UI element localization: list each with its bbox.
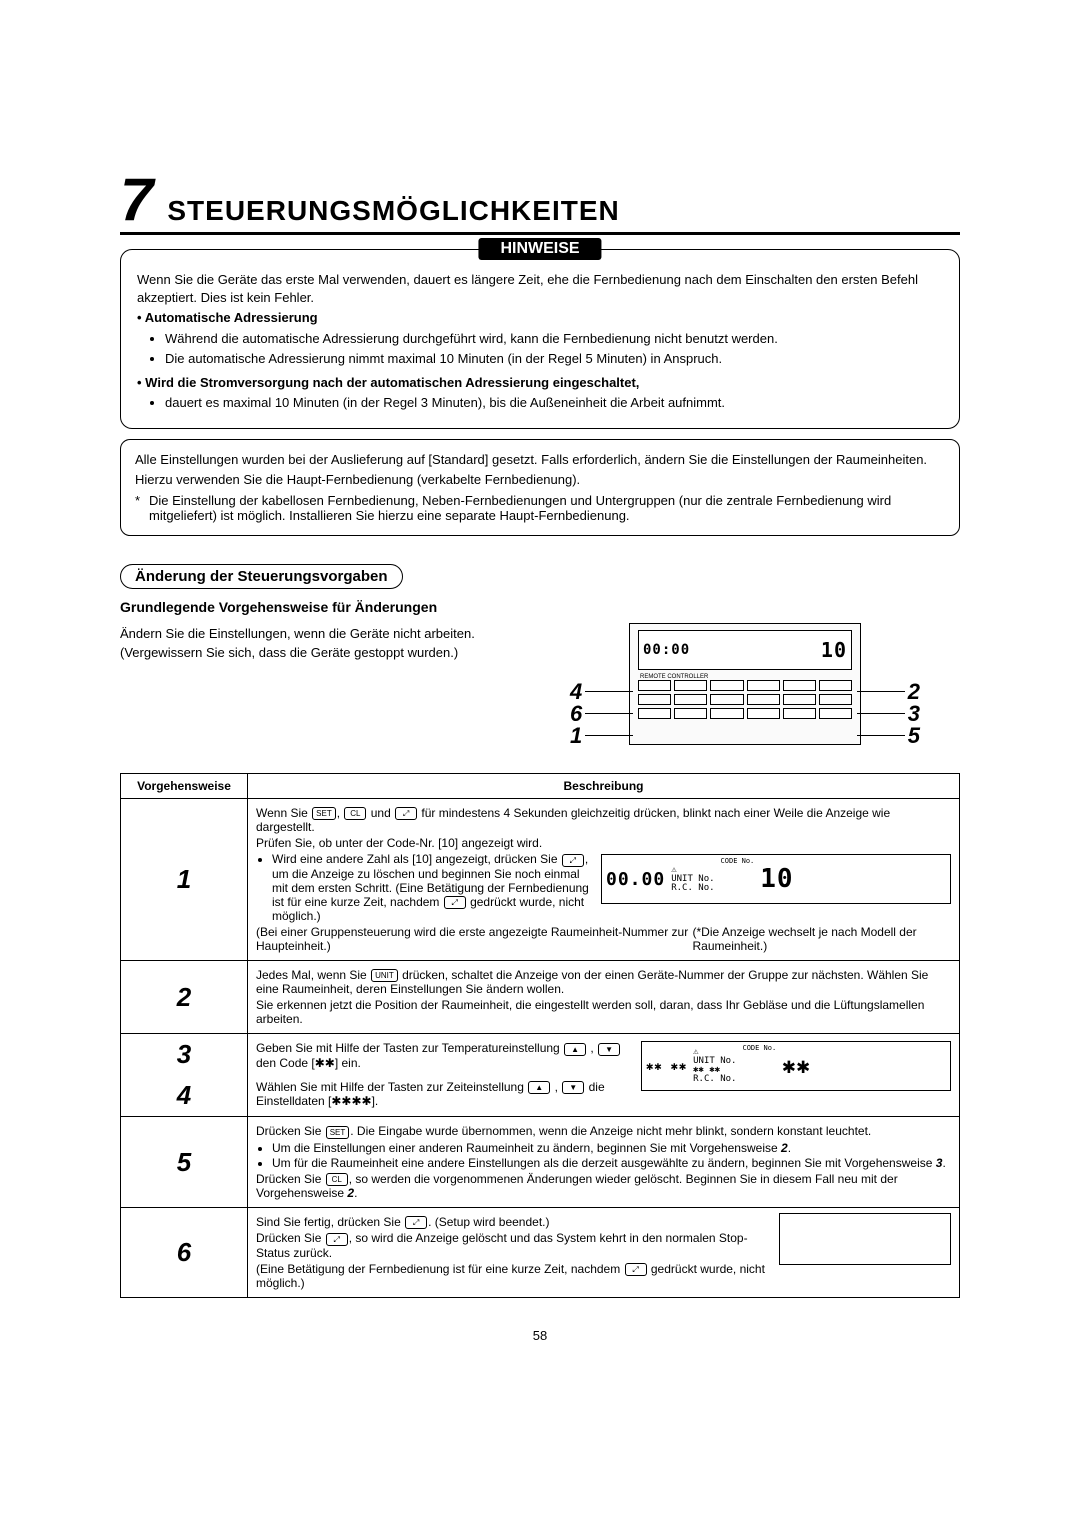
time-down-icon: ▼ xyxy=(562,1081,584,1094)
settings-note-box: Alle Einstellungen wurden bei der Auslie… xyxy=(120,439,960,536)
row5-desc: Drücken Sie SET. Die Eingabe wurde übern… xyxy=(248,1117,960,1208)
time-up-icon: ▲ xyxy=(528,1081,550,1094)
callout-5: 5 xyxy=(908,723,920,749)
chapter-heading: 7 STEUERUNGSMÖGLICHKEITEN xyxy=(120,170,960,235)
section-p2: (Vergewissern Sie sich, dass die Geräte … xyxy=(120,644,510,662)
callout-1: 1 xyxy=(570,723,582,749)
notice-b1-li1: Während die automatische Adressierung du… xyxy=(165,330,943,348)
row3-num: 3 xyxy=(121,1034,248,1076)
notice-b1-li2: Die automatische Adressierung nimmt maxi… xyxy=(165,350,943,368)
notice-box: HINWEISE Wenn Sie die Geräte das erste M… xyxy=(120,249,960,429)
page-number: 58 xyxy=(120,1328,960,1343)
set-icon: SET xyxy=(326,1126,350,1139)
remote-lcd-right: 10 xyxy=(821,638,847,662)
row2-num: 2 xyxy=(121,960,248,1033)
row1-lcd: 00.00 ⚠UNIT No.R.C. No. CODE No. 10 xyxy=(601,854,951,904)
row5-num: 5 xyxy=(121,1117,248,1208)
procedure-table: Vorgehensweise Beschreibung 1 Wenn Sie S… xyxy=(120,773,960,1298)
test-icon: ⤢ xyxy=(395,807,417,820)
row1-num: 1 xyxy=(121,798,248,960)
row6-num: 6 xyxy=(121,1207,248,1297)
down-icon: ▼ xyxy=(598,1043,620,1056)
notice-bullet1-list: Während die automatische Adressierung du… xyxy=(137,330,943,368)
test-icon: ⤢ xyxy=(326,1233,348,1246)
section-pill: Änderung der Steuerungsvorgaben xyxy=(120,564,403,589)
row6-desc: Sind Sie fertig, drücken Sie ⤢. (Setup w… xyxy=(248,1207,960,1297)
test-icon: ⤢ xyxy=(625,1263,647,1276)
unit-icon: UNIT xyxy=(371,969,398,982)
row6-blank-display xyxy=(779,1213,951,1265)
section-subhead: Grundlegende Vorgehensweise für Änderung… xyxy=(120,599,960,615)
notice-intro: Wenn Sie die Geräte das erste Mal verwen… xyxy=(137,271,943,306)
notice-bullet1-head: • Automatische Adressierung xyxy=(137,309,943,327)
row3-lcd: ✱✱ ✱✱ ⚠UNIT No.✱✱ ✱✱R.C. No. CODE No. ✱✱ xyxy=(641,1041,951,1091)
remote-diagram: 00:00 10 REMOTE CONTROLLER xyxy=(629,623,861,745)
row1-desc: Wenn Sie SET, CL und ⤢ für mindestens 4 … xyxy=(248,798,960,960)
row34-desc: ✱✱ ✱✱ ⚠UNIT No.✱✱ ✱✱R.C. No. CODE No. ✱✱… xyxy=(248,1034,960,1117)
up-icon: ▲ xyxy=(564,1043,586,1056)
test-icon: ⤢ xyxy=(405,1216,427,1229)
box2-star: * Die Einstellung der kabellosen Fernbed… xyxy=(135,493,945,523)
notice-bullet2-head: • Wird die Stromversorgung nach der auto… xyxy=(137,374,943,392)
notice-b2-li1: dauert es maximal 10 Minuten (in der Reg… xyxy=(165,394,943,412)
row2-desc: Jedes Mal, wenn Sie UNIT drücken, schalt… xyxy=(248,960,960,1033)
chapter-title: STEUERUNGSMÖGLICHKEITEN xyxy=(167,195,619,227)
box2-p2: Hierzu verwenden Sie die Haupt-Fernbedie… xyxy=(135,471,945,489)
section-p1: Ändern Sie die Einstellungen, wenn die G… xyxy=(120,625,510,643)
test-icon: ⤢ xyxy=(562,854,584,867)
remote-lcd-left: 00:00 xyxy=(643,642,690,658)
box2-star-text: Die Einstellung der kabellosen Fernbedie… xyxy=(149,493,945,523)
th-beschreibung: Beschreibung xyxy=(248,773,960,798)
notice-label: HINWEISE xyxy=(478,238,601,260)
cl-icon: CL xyxy=(326,1173,348,1186)
chapter-number: 7 xyxy=(120,170,153,230)
set-icon: SET xyxy=(312,807,336,820)
row4-num: 4 xyxy=(121,1075,248,1117)
box2-p1: Alle Einstellungen wurden bei der Auslie… xyxy=(135,451,945,469)
notice-bullet2-list: dauert es maximal 10 Minuten (in der Reg… xyxy=(137,394,943,412)
cl-icon: CL xyxy=(344,807,366,820)
test-icon: ⤢ xyxy=(444,896,466,909)
th-vorgehensweise: Vorgehensweise xyxy=(121,773,248,798)
